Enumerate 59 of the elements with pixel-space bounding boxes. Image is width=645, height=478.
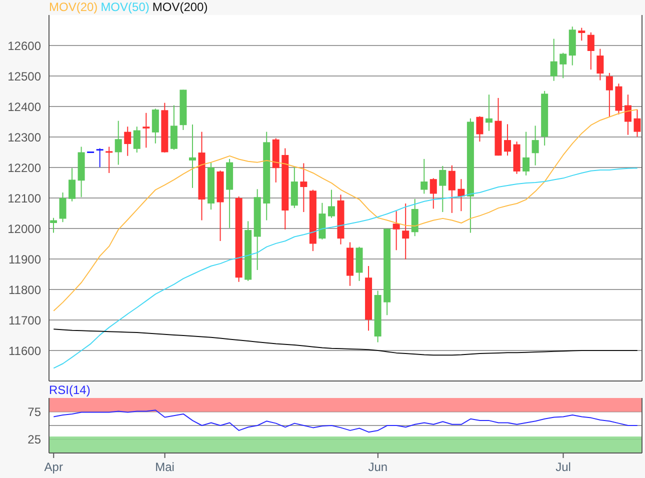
candlestick	[59, 192, 66, 223]
candlestick	[448, 164, 456, 214]
x-tick-label: Jun	[368, 460, 388, 474]
candlestick	[578, 27, 586, 42]
candlestick	[587, 32, 594, 70]
y-tick-label: 11900	[8, 252, 42, 266]
y-tick-label: 12400	[8, 100, 42, 114]
candlestick	[485, 94, 492, 132]
candlestick	[392, 210, 400, 251]
candlestick	[476, 116, 484, 142]
candlestick	[430, 178, 437, 210]
candlestick	[106, 146, 113, 174]
candlestick	[624, 94, 632, 136]
y-tick-label: 12600	[8, 38, 42, 53]
candlestick	[606, 72, 613, 118]
candlestick	[188, 124, 196, 188]
candlestick	[560, 52, 567, 79]
candlestick	[411, 198, 418, 237]
candlestick	[596, 48, 604, 81]
line-series	[53, 328, 638, 356]
line-series	[53, 168, 638, 369]
series-label: RSI(14)	[49, 383, 90, 397]
candlestick	[142, 112, 150, 148]
y-tick-label: 25	[28, 432, 42, 447]
candlestick	[328, 189, 335, 218]
candlestick	[114, 120, 122, 166]
candlestick	[522, 131, 530, 176]
y-tick-label: 12100	[8, 191, 42, 206]
candlestick	[458, 178, 465, 212]
candlestick	[634, 109, 641, 138]
candlestick	[420, 158, 428, 194]
text: MOV(50)	[100, 0, 150, 14]
candlestick	[124, 126, 132, 156]
x-tick-label: Mai	[155, 460, 174, 474]
candlestick	[96, 148, 104, 168]
y-tick-label: 12000	[8, 222, 42, 236]
candlestick	[133, 126, 140, 154]
candlestick	[300, 162, 308, 213]
x-tick-label: Jul	[556, 460, 571, 474]
candlestick	[152, 108, 159, 144]
candlestick	[504, 124, 512, 156]
y-tick-label: 12200	[8, 160, 42, 175]
x-tick-label: Apr	[44, 460, 63, 474]
y-tick-label: 12300	[8, 130, 42, 144]
y-tick-label: 12500	[8, 69, 42, 84]
y-tick-label: 11600	[8, 344, 42, 358]
candlestick	[50, 217, 57, 234]
candlestick	[550, 38, 558, 82]
candlestick	[402, 202, 410, 260]
line-series	[53, 410, 638, 433]
candlestick	[532, 125, 539, 166]
y-tick-label: 11800	[8, 282, 42, 297]
candlestick	[170, 104, 178, 150]
candlestick	[439, 165, 446, 213]
text: MOV(20)	[49, 0, 98, 14]
y-tick-label: 11700	[8, 313, 42, 328]
text: MOV(200)	[152, 0, 208, 14]
candlestick	[68, 168, 76, 202]
y-tick-label: 75	[28, 405, 42, 420]
